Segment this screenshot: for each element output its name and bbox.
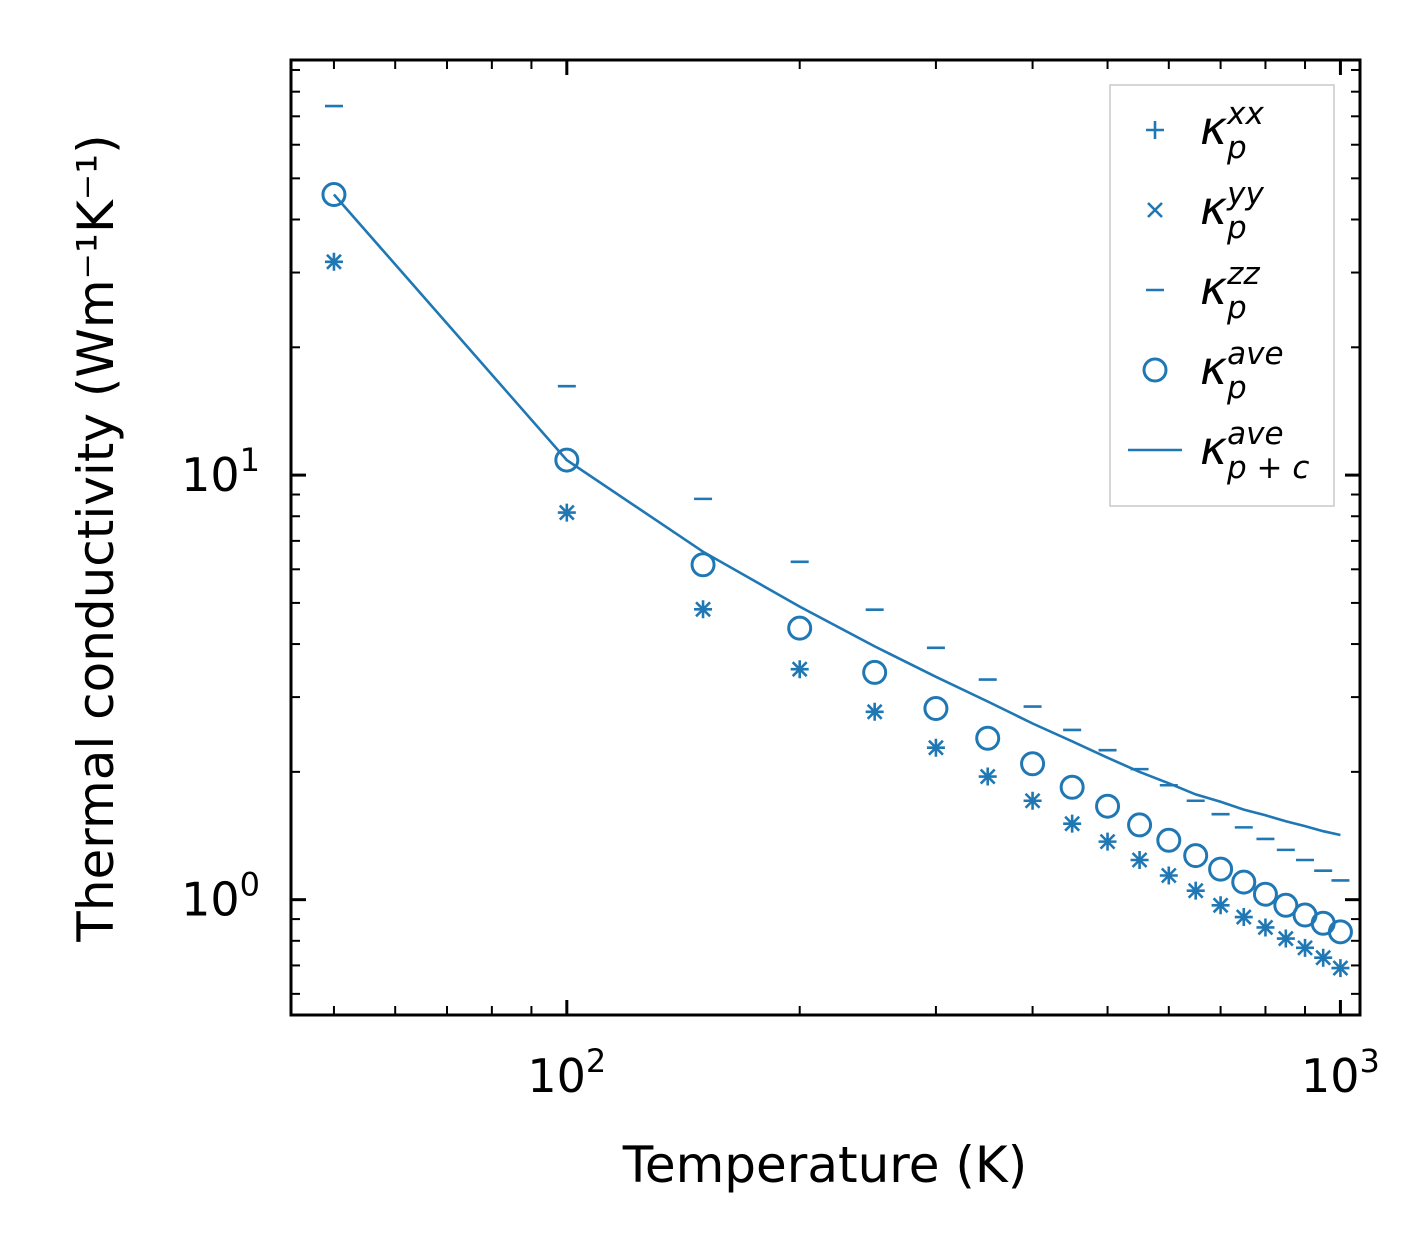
legend-label: κxx p xyxy=(1200,96,1264,166)
data-point xyxy=(1127,812,1153,838)
data-point xyxy=(923,696,949,722)
plot-series xyxy=(321,104,1353,978)
series-line-kappa-p-c-ave xyxy=(332,193,1341,837)
data-point xyxy=(695,601,711,618)
data-point xyxy=(791,661,808,678)
data-point xyxy=(1160,867,1177,884)
data-point xyxy=(1024,792,1041,809)
data-point xyxy=(326,253,342,270)
series-x xyxy=(326,253,1349,977)
data-point xyxy=(690,552,716,578)
data-point xyxy=(1252,881,1278,907)
data-point xyxy=(1235,909,1252,925)
data-point xyxy=(866,703,883,720)
data-point xyxy=(1187,882,1204,899)
data-point xyxy=(1231,869,1257,895)
data-point xyxy=(975,725,1001,751)
data-point xyxy=(1064,815,1081,832)
axes-frame xyxy=(289,58,1362,1017)
data-point xyxy=(928,739,944,756)
data-point xyxy=(1099,833,1116,850)
data-point xyxy=(862,659,888,685)
x-axis-label: Temperature (K) xyxy=(622,1136,1027,1194)
data-point xyxy=(1208,856,1234,882)
data-point xyxy=(1257,919,1274,936)
data-point xyxy=(1156,827,1182,853)
data-point xyxy=(1297,939,1313,956)
data-point xyxy=(554,447,580,473)
data-point xyxy=(1273,892,1299,918)
legend-handle xyxy=(1146,121,1164,139)
y-axis-label: Thermal conductivity (Wm⁻¹K⁻¹) xyxy=(67,134,125,942)
legend-handle xyxy=(1147,202,1163,218)
data-point xyxy=(1315,949,1332,966)
data-point xyxy=(1327,919,1353,945)
data-point xyxy=(558,504,575,521)
legend-entry-plus: κxx p xyxy=(1146,96,1264,166)
data-point xyxy=(1131,852,1148,868)
data-point xyxy=(1212,897,1229,914)
data-point xyxy=(979,768,996,785)
data-point xyxy=(1095,793,1121,819)
major-ticks xyxy=(291,60,1360,1015)
data-point xyxy=(1277,930,1294,947)
data-point xyxy=(1059,774,1085,800)
data-point xyxy=(321,182,347,208)
y-tick-label: 101 xyxy=(181,441,260,502)
data-point xyxy=(1183,843,1209,869)
series-line xyxy=(332,193,1341,837)
data-point xyxy=(1020,751,1046,777)
series-circle xyxy=(321,182,1353,945)
data-point xyxy=(787,615,813,641)
legend-box xyxy=(1109,84,1335,507)
data-point xyxy=(1332,960,1349,977)
legend-handle xyxy=(1142,357,1168,383)
